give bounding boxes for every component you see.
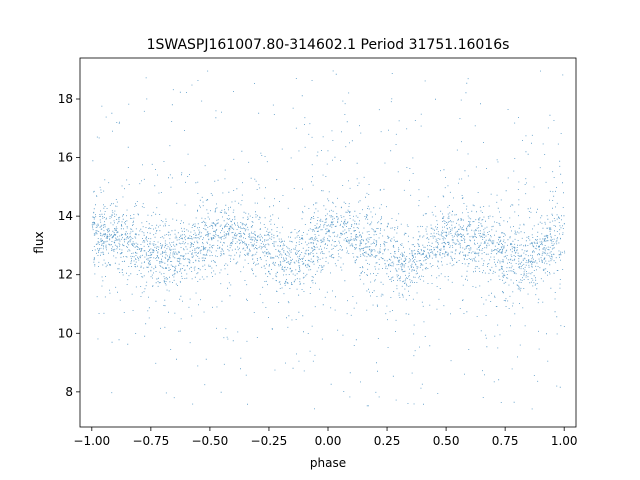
- chart-title: 1SWASPJ161007.80-314602.1 Period 31751.1…: [147, 37, 510, 53]
- y-tick-label: 14: [58, 209, 73, 223]
- y-tick-label: 16: [58, 151, 73, 165]
- x-tick-label: 1.00: [551, 434, 578, 448]
- x-axis-label: phase: [310, 456, 346, 470]
- x-tick-label: 0.50: [433, 434, 460, 448]
- y-tick-label: 8: [65, 385, 73, 399]
- x-tick-label: −1.00: [73, 434, 110, 448]
- x-tick-label: 0.00: [315, 434, 342, 448]
- y-axis-ticks: 8 10 12 14 16 18: [58, 92, 80, 399]
- y-tick-label: 10: [58, 326, 73, 340]
- x-axis-ticks: −1.00 −0.75 −0.50 −0.25 0.00 0.25 0.50 0.75 1.00: [73, 427, 578, 448]
- x-tick-label: −0.50: [192, 434, 229, 448]
- x-tick-label: 0.25: [374, 434, 401, 448]
- x-tick-label: −0.25: [251, 434, 288, 448]
- x-tick-label: 0.75: [492, 434, 519, 448]
- y-tick-label: 18: [58, 92, 73, 106]
- y-axis-label: flux: [32, 231, 46, 253]
- y-tick-label: 12: [58, 268, 73, 282]
- x-tick-label: −0.75: [132, 434, 169, 448]
